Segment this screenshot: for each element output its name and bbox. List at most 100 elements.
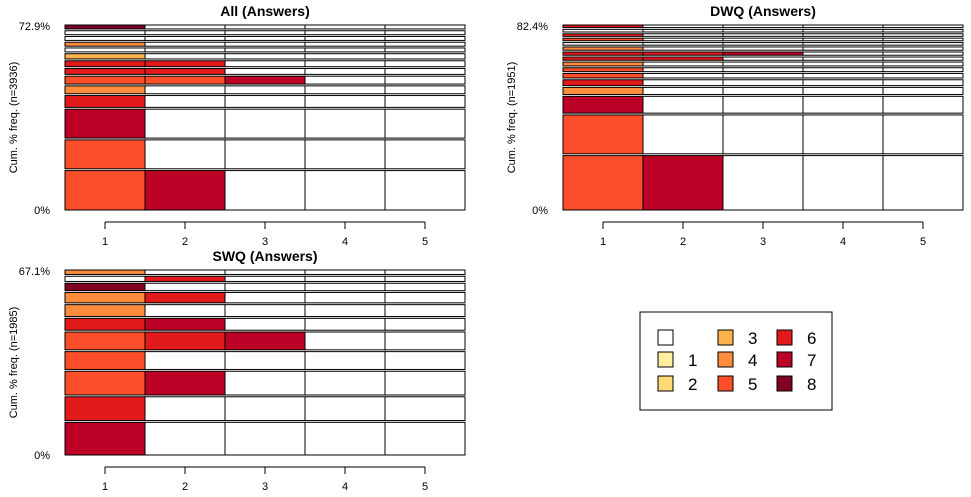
- x-tick-label: 4: [840, 236, 846, 248]
- sequence-cell-r3-c2: [144, 108, 226, 139]
- x-tick-label: 1: [102, 236, 108, 248]
- sequence-cell-r8-c5: [882, 61, 964, 67]
- sequence-cell-r12-c4: [802, 42, 884, 46]
- legend-swatch-empty: [657, 329, 674, 346]
- sequence-cell-r13-c4: [304, 30, 386, 36]
- legend-label-4: 4: [748, 351, 757, 370]
- sequence-cell-r4-c5: [882, 86, 964, 96]
- sequence-cell-r10-c2: [144, 47, 226, 53]
- sequence-cell-r4-c1: [64, 351, 146, 370]
- x-tick-label: 5: [920, 236, 926, 248]
- sequence-cell-r9-c5: [384, 53, 466, 60]
- sequence-cell-r14-c1: [562, 33, 644, 37]
- sequence-cell-r12-c1: [562, 42, 644, 46]
- sequence-cell-r8-c1: [562, 61, 644, 67]
- sequence-cell-r13-c2: [642, 37, 724, 42]
- sequence-cell-r11-c3: [722, 46, 804, 51]
- sequence-cell-r1-c1: [562, 155, 644, 211]
- legend-swatch-7: [776, 351, 793, 368]
- y-axis-label: Cum. % freq. (n=1951): [506, 62, 518, 174]
- sequence-cell-r9-c5: [384, 282, 466, 292]
- x-tick-label: 2: [182, 481, 188, 493]
- sequence-cell-r13-c5: [384, 30, 466, 36]
- sequence-cell-r10-c4: [802, 51, 884, 56]
- legend-label-8: 8: [807, 375, 816, 394]
- sequence-cell-r2-c1: [562, 114, 644, 155]
- x-tick-label: 2: [182, 236, 188, 248]
- y-axis-label: Cum. % freq. (n=1985): [8, 307, 20, 419]
- x-tick-label: 5: [422, 236, 428, 248]
- sequence-cell-r14-c4: [802, 33, 884, 37]
- sequence-cell-r3-c5: [882, 95, 964, 114]
- sequence-cell-r6-c2: [144, 75, 226, 85]
- sequence-cell-r11-c2: [144, 41, 226, 47]
- sequence-cell-r1-c5: [882, 155, 964, 211]
- sequence-cell-r3-c2: [144, 370, 226, 396]
- x-tick-label: 4: [342, 481, 348, 493]
- sequence-cell-r14-c5: [882, 33, 964, 37]
- sequence-cell-r3-c5: [384, 108, 466, 139]
- sequence-cell-r5-c4: [304, 85, 386, 95]
- sequence-cell-r12-c1: [64, 35, 146, 41]
- sequence-cell-r5-c1: [64, 85, 146, 95]
- sequence-cell-r3-c1: [562, 95, 644, 114]
- sequence-cell-r2-c3: [722, 114, 804, 155]
- sequence-cell-r11-c1: [562, 46, 644, 51]
- sequence-cell-r6-c5: [384, 75, 466, 85]
- sequence-cell-r8-c2: [144, 60, 226, 68]
- sequence-cell-r13-c1: [562, 37, 644, 42]
- sequence-cell-r8-c4: [304, 291, 386, 304]
- sequence-cell-r7-c2: [144, 67, 226, 75]
- legend-label-2: 2: [688, 375, 697, 394]
- sequence-cell-r4-c1: [562, 86, 644, 96]
- sequence-cell-r12-c3: [224, 35, 306, 41]
- sequence-cell-r6-c3: [722, 72, 804, 79]
- sequence-cell-r7-c1: [64, 67, 146, 75]
- sequence-cell-r12-c5: [882, 42, 964, 46]
- legend: 1 2 3 4 5 6 7 8: [639, 311, 833, 411]
- x-tick-label: 3: [262, 236, 268, 248]
- sequence-cell-r11-c5: [384, 269, 466, 275]
- sequence-cell-r7-c5: [384, 304, 466, 318]
- sequence-cell-r9-c3: [722, 56, 804, 61]
- sequence-cell-r10-c5: [384, 275, 466, 282]
- sequence-cell-r10-c1: [64, 275, 146, 282]
- sequence-cell-r2-c2: [642, 114, 724, 155]
- legend-swatch-6: [776, 329, 793, 346]
- x-tick-label: 1: [600, 236, 606, 248]
- sequence-cell-r6-c2: [144, 317, 226, 331]
- sequence-cell-r6-c1: [64, 317, 146, 331]
- sequence-cell-r2-c4: [802, 114, 884, 155]
- sequence-cell-r4-c4: [304, 351, 386, 370]
- x-tick-label: 3: [262, 481, 268, 493]
- sequence-cell-r14-c2: [642, 33, 724, 37]
- sequence-cell-r10-c3: [224, 275, 306, 282]
- sequence-cell-r5-c4: [304, 331, 386, 351]
- sequence-cell-r9-c4: [802, 56, 884, 61]
- sequence-cell-r5-c5: [882, 79, 964, 87]
- sequence-cell-r1-c3: [722, 155, 804, 211]
- sequence-cell-r7-c5: [882, 67, 964, 73]
- sequence-cell-r1-c4: [304, 421, 386, 456]
- sequence-cell-r5-c1: [64, 331, 146, 351]
- legend-swatch-4: [717, 351, 734, 368]
- sequence-cell-r11-c5: [882, 46, 964, 51]
- sequence-cell-r3-c1: [64, 108, 146, 139]
- x-tick-label: 4: [342, 236, 348, 248]
- sequence-cell-r15-c5: [882, 28, 964, 33]
- sequence-cell-r1-c2: [144, 421, 226, 456]
- sequence-cell-r8-c5: [384, 291, 466, 304]
- sequence-cell-r12-c2: [144, 35, 226, 41]
- sequence-cell-r6-c4: [304, 317, 386, 331]
- sequence-cell-r1-c2: [144, 170, 226, 211]
- chart-title: SWQ (Answers): [212, 248, 317, 264]
- sequence-cell-r1-c3: [224, 421, 306, 456]
- sequence-cell-r6-c2: [642, 72, 724, 79]
- sequence-cell-r7-c4: [802, 67, 884, 73]
- sequence-cell-r9-c2: [642, 56, 724, 61]
- legend-swatch-8: [776, 375, 793, 392]
- sequence-cell-r9-c1: [64, 282, 146, 292]
- sequence-cell-r7-c4: [304, 67, 386, 75]
- chart-title: DWQ (Answers): [710, 3, 816, 19]
- sequence-cell-r2-c3: [224, 139, 306, 170]
